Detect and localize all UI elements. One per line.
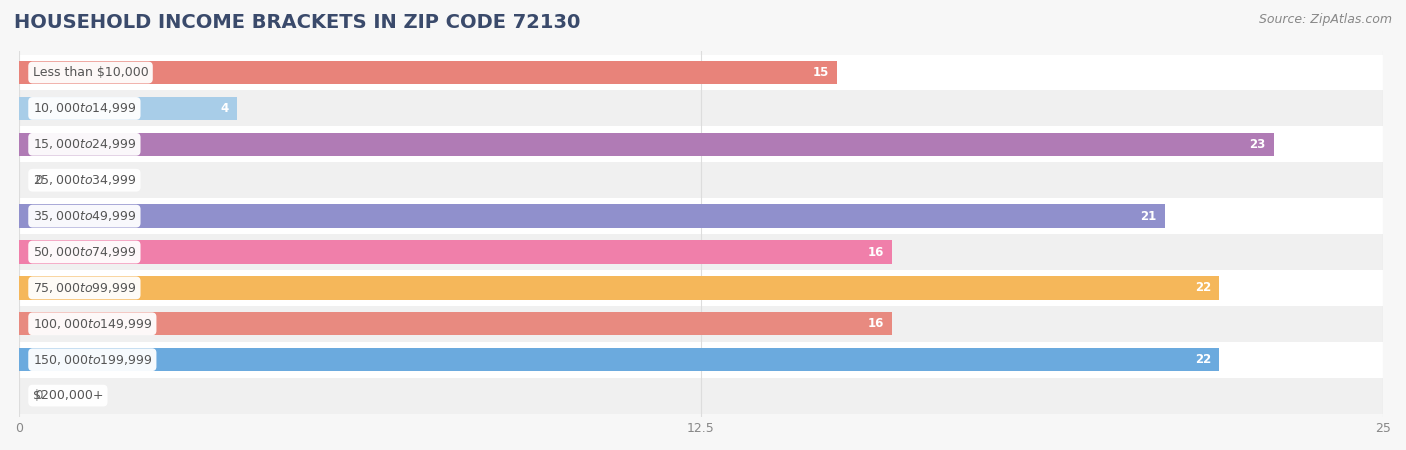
Bar <box>20 306 1384 342</box>
Bar <box>20 126 1384 162</box>
Text: $10,000 to $14,999: $10,000 to $14,999 <box>32 101 136 116</box>
Bar <box>20 276 1219 300</box>
Text: 15: 15 <box>813 66 830 79</box>
Bar <box>20 90 1384 126</box>
Text: 21: 21 <box>1140 210 1157 223</box>
Bar <box>20 198 1384 234</box>
Text: 16: 16 <box>868 317 884 330</box>
Bar <box>20 270 1384 306</box>
Text: 23: 23 <box>1250 138 1265 151</box>
Bar <box>20 348 1219 371</box>
Text: 0: 0 <box>35 174 42 187</box>
Text: $100,000 to $149,999: $100,000 to $149,999 <box>32 317 152 331</box>
Text: $15,000 to $24,999: $15,000 to $24,999 <box>32 137 136 151</box>
Text: $75,000 to $99,999: $75,000 to $99,999 <box>32 281 136 295</box>
Text: 4: 4 <box>221 102 229 115</box>
Bar <box>20 234 1384 270</box>
Text: $50,000 to $74,999: $50,000 to $74,999 <box>32 245 136 259</box>
Text: 16: 16 <box>868 246 884 258</box>
Text: Source: ZipAtlas.com: Source: ZipAtlas.com <box>1258 14 1392 27</box>
Bar <box>20 133 1274 156</box>
Bar <box>20 378 1384 414</box>
Text: $25,000 to $34,999: $25,000 to $34,999 <box>32 173 136 187</box>
Text: HOUSEHOLD INCOME BRACKETS IN ZIP CODE 72130: HOUSEHOLD INCOME BRACKETS IN ZIP CODE 72… <box>14 14 581 32</box>
Bar <box>20 312 891 336</box>
Text: $35,000 to $49,999: $35,000 to $49,999 <box>32 209 136 223</box>
Bar <box>20 54 1384 90</box>
Bar <box>20 240 891 264</box>
Text: 22: 22 <box>1195 281 1211 294</box>
Text: 0: 0 <box>35 389 42 402</box>
Bar <box>20 162 1384 198</box>
Bar <box>20 97 238 120</box>
Text: $150,000 to $199,999: $150,000 to $199,999 <box>32 353 152 367</box>
Bar <box>20 61 838 84</box>
Bar <box>20 204 1164 228</box>
Text: 22: 22 <box>1195 353 1211 366</box>
Text: Less than $10,000: Less than $10,000 <box>32 66 149 79</box>
Bar <box>20 342 1384 378</box>
Text: $200,000+: $200,000+ <box>32 389 103 402</box>
